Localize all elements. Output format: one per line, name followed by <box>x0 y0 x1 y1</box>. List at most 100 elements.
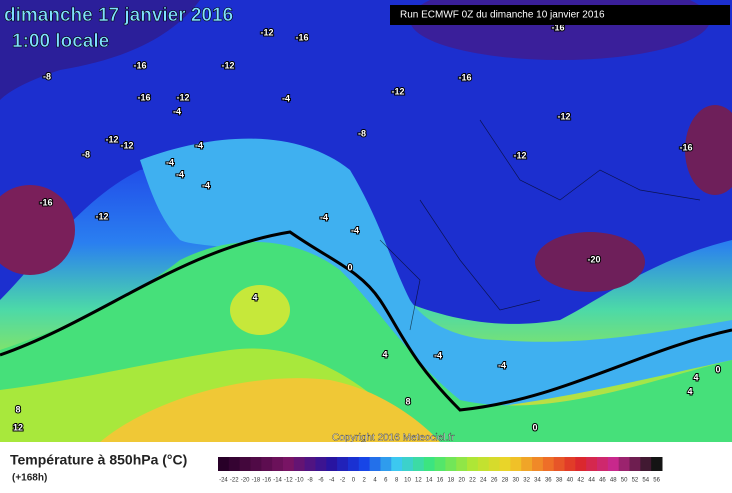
colorbar-label: 46 <box>599 478 606 484</box>
colorbar-swatch <box>347 457 360 471</box>
colorbar-label: -24 <box>219 478 228 484</box>
colorbar-swatch <box>239 457 251 471</box>
colorbar-swatch <box>499 457 511 471</box>
colorbar-swatch <box>629 457 641 471</box>
colorbar-label: 14 <box>426 478 433 484</box>
contour-label: -16 <box>458 72 471 82</box>
colorbar-label: 56 <box>653 478 660 484</box>
colorbar-label: -18 <box>252 478 261 484</box>
colorbar-label: 8 <box>395 478 399 484</box>
colorbar-label: 16 <box>437 478 444 484</box>
copyright: Copyright 2016 Meteociel.fr <box>332 433 455 444</box>
colorbar-swatch <box>618 457 631 471</box>
colorbar-swatch <box>282 457 295 471</box>
contour-label: -4 <box>173 106 181 116</box>
colorbar-label: 4 <box>373 478 377 484</box>
colorbar-label: 10 <box>404 478 411 484</box>
colorbar-swatch <box>369 457 381 471</box>
colorbar-label: 42 <box>577 478 584 484</box>
contour-label: -4 <box>176 169 184 179</box>
contour-label: 4 <box>382 349 387 359</box>
contour-label: -12 <box>513 150 526 160</box>
contour-label: -16 <box>39 197 52 207</box>
colorbar-label: 2 <box>363 478 367 484</box>
colorbar-label: 54 <box>642 478 649 484</box>
run-info: Run ECMWF 0Z du dimanche 10 janvier 2016 <box>400 10 605 21</box>
colorbar-label: 0 <box>352 478 356 484</box>
contour-label: -12 <box>557 111 570 121</box>
colorbar-label: -6 <box>318 478 324 484</box>
colorbar-swatch <box>228 457 241 471</box>
colorbar-swatch <box>326 457 338 471</box>
colorbar-label: 48 <box>610 478 617 484</box>
contour-label: 0 <box>347 262 352 272</box>
colorbar-label: 22 <box>469 478 476 484</box>
colorbar-swatch <box>553 457 566 471</box>
contour-label: -4 <box>195 140 203 150</box>
legend-title: Température à 850hPa (°C) <box>10 452 187 468</box>
contour-label: 0 <box>532 422 537 432</box>
colorbar-label: -2 <box>340 478 346 484</box>
colorbar-swatch <box>391 457 403 471</box>
contour-label: 4 <box>687 386 692 396</box>
colorbar-swatch <box>412 457 425 471</box>
colorbar-swatch <box>380 457 392 471</box>
colorbar-swatch <box>434 457 446 471</box>
colorbar-swatch <box>358 457 371 471</box>
contour-label: -8 <box>358 128 366 138</box>
legend-lead: (+168h) <box>12 473 47 484</box>
colorbar-label: 30 <box>512 478 519 484</box>
colorbar-label: -10 <box>295 478 304 484</box>
colorbar-label: 28 <box>502 478 509 484</box>
contour-label: -8 <box>43 71 51 81</box>
colorbar-label: 44 <box>588 478 595 484</box>
colorbar-swatch <box>261 457 273 471</box>
contour-label: 0 <box>715 364 720 374</box>
contour-label: -12 <box>95 211 108 221</box>
colorbar-label: 6 <box>384 478 388 484</box>
colorbar-swatch <box>315 457 327 471</box>
contour-label: -12 <box>391 86 404 96</box>
contour-label: -4 <box>498 360 506 370</box>
colorbar-swatch <box>337 457 349 471</box>
map-time: 1:00 locale <box>12 31 109 52</box>
colorbar-swatch <box>640 457 652 471</box>
colorbar-swatch <box>488 457 501 471</box>
colorbar-label: -12 <box>284 478 293 484</box>
colorbar-label: 26 <box>491 478 498 484</box>
contour-label: -4 <box>351 225 359 235</box>
colorbar-label: 12 <box>415 478 422 484</box>
colorbar-swatch <box>586 457 598 471</box>
colorbar-label: 40 <box>567 478 574 484</box>
colorbar-label: -16 <box>262 478 271 484</box>
colorbar-swatch <box>532 457 544 471</box>
colorbar-swatch <box>293 457 306 471</box>
colorbar-swatch <box>467 457 479 471</box>
contour-label: 8 <box>15 404 20 414</box>
colorbar-label: 38 <box>556 478 563 484</box>
colorbar-swatch <box>521 457 533 471</box>
colorbar-swatch <box>456 457 468 471</box>
map-date: dimanche 17 janvier 2016 <box>4 5 233 26</box>
contour-label: -16 <box>679 142 692 152</box>
colorbar-label: 34 <box>534 478 541 484</box>
colorbar-label: -22 <box>230 478 239 484</box>
colorbar-swatch <box>423 457 436 471</box>
contour-label: -4 <box>282 93 290 103</box>
colorbar-label: 32 <box>523 478 530 484</box>
colorbar-swatch <box>218 457 230 471</box>
contour-label: 8 <box>405 396 410 406</box>
contour-label: -12 <box>221 60 234 70</box>
contour-label: 4 <box>693 372 698 382</box>
colorbar-swatch <box>272 457 284 471</box>
contour-label: -16 <box>137 92 150 102</box>
colorbar-label: 50 <box>621 478 628 484</box>
colorbar-swatch <box>445 457 457 471</box>
colorbar-swatch <box>564 457 576 471</box>
run-box <box>390 5 730 25</box>
colorbar-swatch <box>402 457 414 471</box>
contour-label: -16 <box>295 32 308 42</box>
contour-label: -8 <box>82 149 90 159</box>
colorbar-label: 24 <box>480 478 487 484</box>
colorbar-label: -4 <box>329 478 335 484</box>
